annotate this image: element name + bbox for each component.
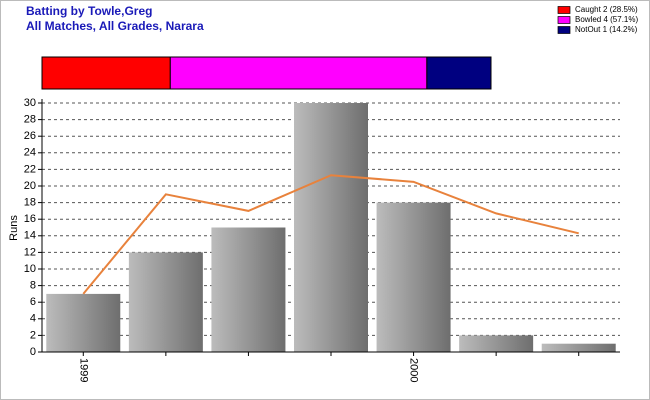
- y-tick-label: 18: [24, 197, 36, 209]
- chart-title: Batting by Towle,Greg: [26, 4, 152, 18]
- dismissal-segment: [426, 56, 492, 90]
- y-tick-label: 16: [24, 213, 36, 225]
- bar: [376, 202, 451, 352]
- y-tick-label: 6: [30, 296, 36, 308]
- bar: [459, 335, 534, 352]
- x-tick-label: 2000: [408, 358, 420, 382]
- y-tick-label: 12: [24, 246, 36, 258]
- legend-label: Caught 2 (28.5%): [575, 5, 638, 14]
- line: [82, 174, 579, 295]
- bar: [46, 293, 121, 352]
- y-tick-label: 30: [24, 97, 36, 109]
- chart-subtitle: All Matches, All Grades, Narara: [26, 19, 204, 33]
- dismissal-segment: [169, 56, 428, 90]
- y-axis-label: Runs: [8, 215, 20, 241]
- legend-swatch: [557, 6, 571, 14]
- y-tick-label: 10: [24, 263, 36, 275]
- y-tick-label: 0: [30, 346, 36, 358]
- x-tick-label: 1999: [77, 358, 89, 382]
- y-tick-label: 26: [24, 130, 36, 142]
- y-tick-label: 4: [30, 313, 36, 325]
- y-tick-label: 8: [30, 280, 36, 292]
- bar: [294, 103, 368, 352]
- bar: [211, 227, 286, 352]
- y-tick-label: 14: [24, 230, 36, 242]
- bar: [541, 343, 616, 352]
- y-tick-label: 28: [24, 114, 36, 126]
- y-tick-label: 20: [24, 180, 36, 192]
- legend-label: Bowled 4 (57.1%): [575, 15, 638, 24]
- legend-label: NotOut 1 (14.2%): [575, 25, 638, 34]
- bar: [128, 252, 203, 352]
- legend-swatch: [557, 16, 571, 24]
- dismissal-segment: [41, 56, 171, 90]
- y-tick-label: 2: [30, 329, 36, 341]
- y-tick-label: 24: [24, 147, 36, 159]
- y-tick-label: 22: [24, 163, 36, 175]
- legend-swatch: [557, 26, 571, 34]
